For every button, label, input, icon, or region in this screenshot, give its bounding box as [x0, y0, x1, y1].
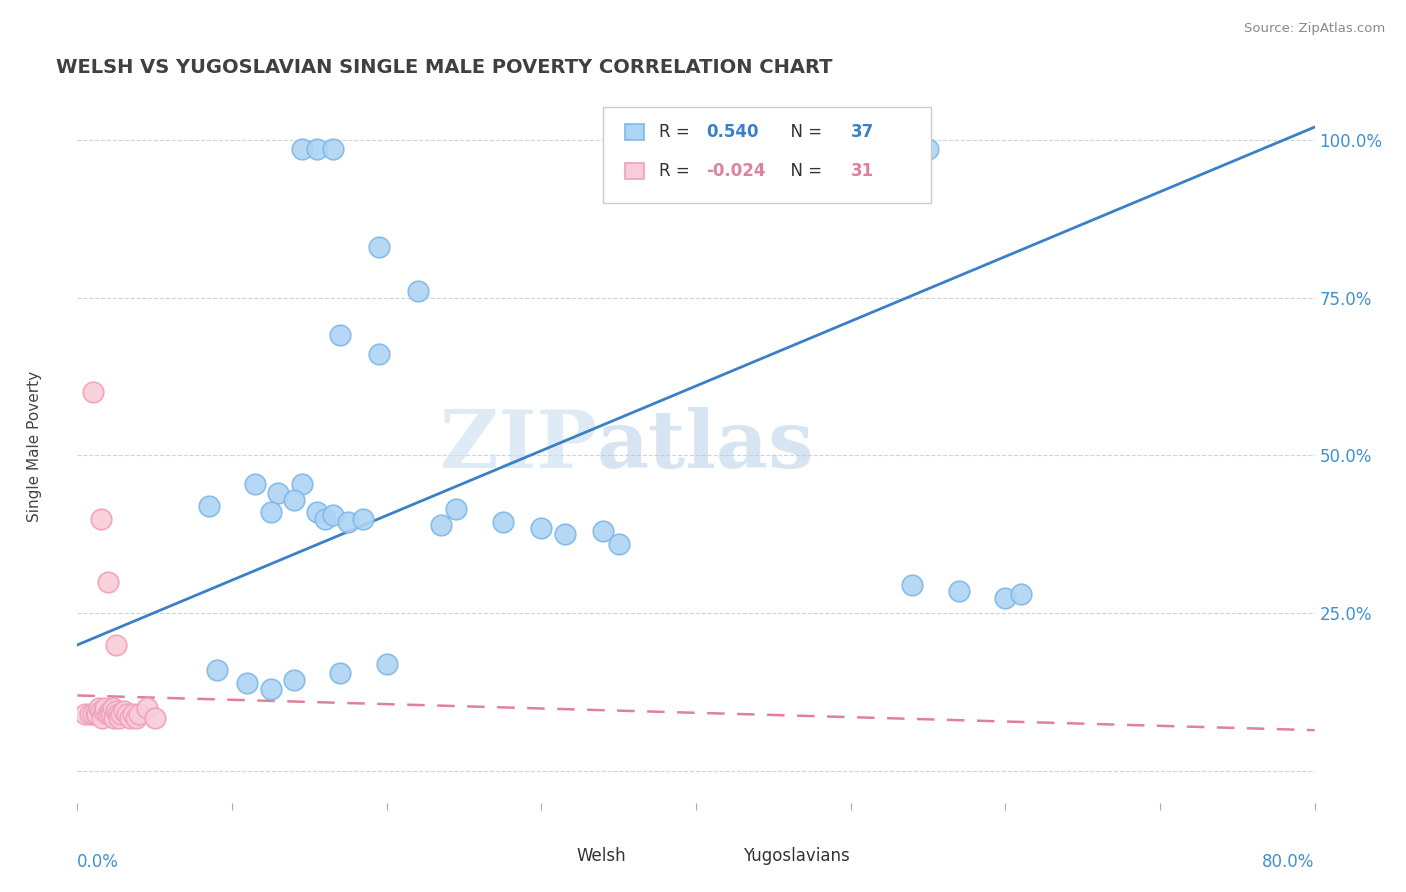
Point	[406, 285, 429, 299]
Text: R =: R =	[659, 123, 695, 141]
Text: Single Male Poverty: Single Male Poverty	[27, 370, 42, 522]
Point	[75, 707, 96, 722]
Point	[205, 663, 228, 677]
Point	[1010, 587, 1032, 601]
Text: atlas: atlas	[598, 407, 814, 485]
Point	[368, 347, 391, 361]
Point	[329, 666, 352, 681]
Point	[136, 701, 159, 715]
Text: 80.0%: 80.0%	[1263, 853, 1315, 871]
Point	[267, 486, 290, 500]
Point	[291, 476, 314, 491]
Point	[125, 710, 148, 724]
Point	[607, 537, 630, 551]
Text: N =: N =	[780, 162, 828, 180]
Point	[307, 505, 329, 519]
Point	[98, 704, 121, 718]
Text: 37: 37	[851, 123, 875, 141]
Point	[314, 511, 336, 525]
Text: -0.024: -0.024	[706, 162, 765, 180]
Point	[93, 704, 115, 718]
Point	[291, 142, 314, 156]
FancyBboxPatch shape	[603, 107, 931, 203]
Point	[82, 385, 104, 400]
Text: Yugoslavians: Yugoslavians	[742, 847, 849, 865]
Point	[353, 511, 375, 525]
Point	[115, 707, 138, 722]
Text: 31: 31	[851, 162, 873, 180]
Point	[322, 142, 344, 156]
FancyBboxPatch shape	[626, 163, 644, 179]
Point	[91, 710, 114, 724]
Point	[82, 707, 104, 722]
Text: N =: N =	[780, 123, 828, 141]
Point	[901, 578, 924, 592]
Point	[84, 707, 107, 722]
Point	[79, 707, 101, 722]
Point	[107, 707, 129, 722]
Point	[530, 521, 553, 535]
Point	[100, 707, 122, 722]
Point	[994, 591, 1017, 605]
Text: Source: ZipAtlas.com: Source: ZipAtlas.com	[1244, 22, 1385, 36]
Point	[446, 502, 468, 516]
Point	[329, 328, 352, 343]
FancyBboxPatch shape	[626, 124, 644, 140]
Point	[236, 675, 259, 690]
Point	[97, 574, 120, 589]
Point	[90, 511, 112, 525]
Point	[105, 638, 128, 652]
Point	[283, 673, 305, 687]
Point	[87, 701, 110, 715]
Point	[122, 707, 145, 722]
FancyBboxPatch shape	[541, 849, 568, 865]
Point	[554, 527, 576, 541]
Point	[375, 657, 398, 671]
Point	[198, 499, 221, 513]
Point	[638, 142, 661, 156]
Point	[90, 704, 112, 718]
Text: R =: R =	[659, 162, 695, 180]
Point	[245, 476, 267, 491]
Point	[143, 710, 166, 724]
Point	[592, 524, 614, 539]
FancyBboxPatch shape	[709, 849, 735, 865]
Point	[283, 492, 305, 507]
Point	[260, 505, 283, 519]
Point	[260, 682, 283, 697]
Point	[108, 710, 131, 724]
Point	[307, 142, 329, 156]
Point	[430, 517, 453, 532]
Point	[118, 710, 141, 724]
Point	[368, 240, 391, 254]
Text: 0.0%: 0.0%	[77, 853, 120, 871]
Text: 0.540: 0.540	[706, 123, 758, 141]
Point	[322, 508, 344, 523]
Point	[110, 707, 132, 722]
Point	[94, 701, 117, 715]
Text: ZIP: ZIP	[440, 407, 598, 485]
Point	[917, 142, 939, 156]
Point	[101, 701, 124, 715]
Point	[948, 584, 970, 599]
Point	[112, 704, 135, 718]
Point	[492, 515, 515, 529]
Text: Welsh: Welsh	[576, 847, 626, 865]
Point	[86, 707, 108, 722]
Point	[103, 710, 125, 724]
Text: WELSH VS YUGOSLAVIAN SINGLE MALE POVERTY CORRELATION CHART: WELSH VS YUGOSLAVIAN SINGLE MALE POVERTY…	[56, 58, 832, 77]
Point	[128, 707, 150, 722]
Point	[105, 704, 128, 718]
Point	[97, 707, 120, 722]
Point	[337, 515, 360, 529]
